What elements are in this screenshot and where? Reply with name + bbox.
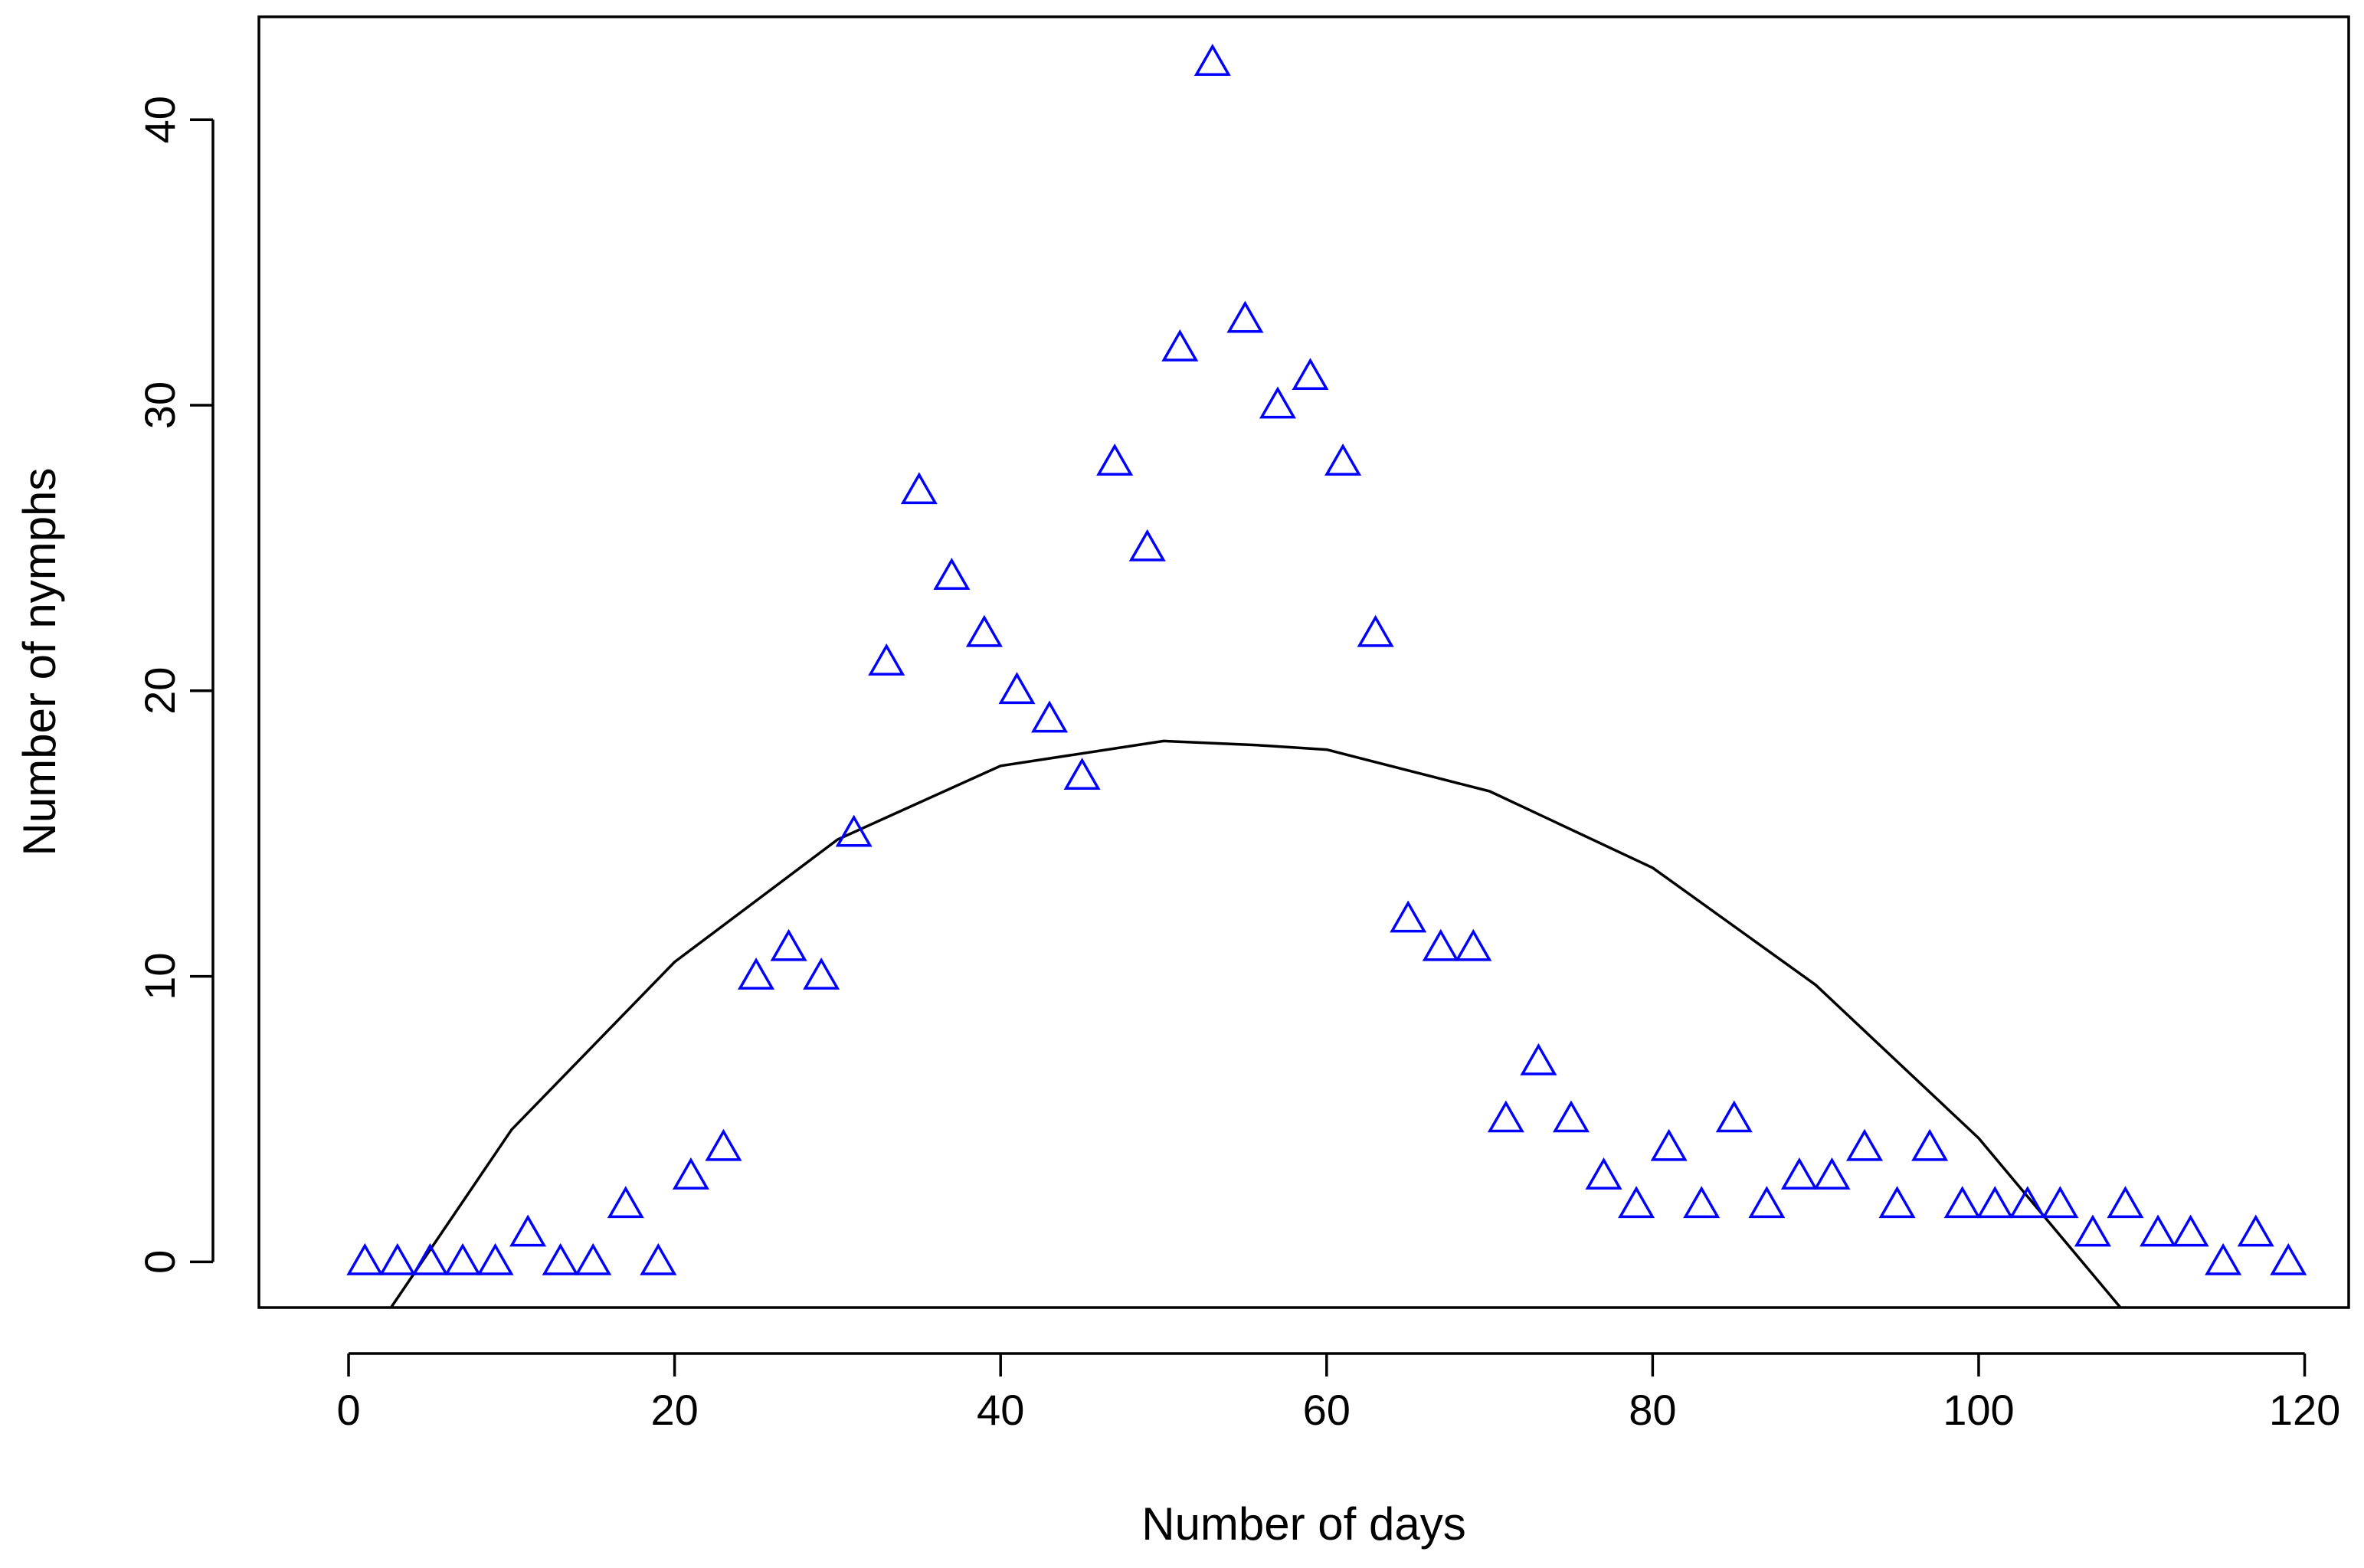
data-point	[1357, 614, 1394, 647]
data-point	[2107, 1186, 2144, 1219]
data-point	[1193, 44, 1231, 76]
data-points-layer	[346, 44, 2307, 1275]
data-point	[444, 1242, 482, 1275]
data-point	[1096, 444, 1134, 476]
data-point	[1455, 928, 1492, 961]
data-point	[868, 643, 905, 676]
x-tick-label: 120	[2269, 1386, 2340, 1434]
data-point	[640, 1242, 677, 1275]
data-point	[542, 1242, 579, 1275]
data-point	[1943, 1186, 1981, 1219]
data-point	[378, 1242, 416, 1275]
data-point	[672, 1157, 709, 1190]
data-point	[933, 558, 971, 591]
data-point	[1845, 1128, 1884, 1161]
data-point	[2041, 1186, 2079, 1219]
x-tick-label: 20	[650, 1386, 698, 1434]
y-axis: 0 10 20 30 40	[136, 96, 214, 1274]
data-point	[1063, 758, 1101, 790]
data-point	[2270, 1242, 2307, 1275]
data-point	[1585, 1157, 1622, 1190]
data-point	[1650, 1128, 1688, 1161]
data-point	[1226, 300, 1264, 333]
plot-frame	[257, 15, 2350, 1309]
data-point	[900, 472, 938, 505]
data-point	[1976, 1186, 2014, 1219]
x-tick-label: 60	[1303, 1386, 1351, 1434]
data-point	[737, 957, 775, 990]
data-point	[575, 1242, 612, 1275]
data-point	[965, 614, 1003, 647]
data-point	[1487, 1100, 1524, 1133]
data-point	[509, 1214, 547, 1247]
data-point	[1259, 386, 1296, 419]
data-point	[1878, 1186, 1916, 1219]
y-tick-label: 10	[136, 952, 184, 1000]
data-point	[1390, 900, 1427, 933]
x-axis-label: Number of days	[1141, 1498, 1466, 1550]
data-point	[2140, 1214, 2177, 1247]
x-tick-label: 80	[1629, 1386, 1676, 1434]
data-point	[770, 928, 807, 961]
data-point	[1813, 1157, 1851, 1190]
data-point	[1422, 928, 1459, 961]
data-point	[1292, 358, 1329, 391]
y-tick-label: 0	[136, 1250, 184, 1274]
data-point	[1161, 329, 1199, 362]
data-point	[1520, 1043, 1557, 1075]
fit-curve-layer	[389, 739, 2122, 1308]
data-point	[346, 1242, 384, 1275]
data-point	[1618, 1186, 1655, 1219]
fitted-curve	[389, 739, 2122, 1308]
data-point	[1715, 1100, 1753, 1133]
data-point	[2074, 1214, 2111, 1247]
data-point	[835, 814, 873, 847]
data-point	[476, 1242, 514, 1275]
y-tick-label: 30	[136, 381, 184, 429]
data-point	[998, 672, 1036, 705]
data-point	[2009, 1186, 2046, 1219]
x-axis: 0 20 40 60 80 100 120	[336, 1352, 2340, 1434]
data-point	[1552, 1100, 1590, 1133]
data-point	[411, 1242, 449, 1275]
x-tick-label: 40	[977, 1386, 1024, 1434]
data-point	[705, 1128, 742, 1161]
y-tick-label: 40	[136, 96, 184, 143]
data-point	[1683, 1186, 1721, 1219]
data-point	[1324, 444, 1362, 476]
y-tick-label: 20	[136, 667, 184, 715]
data-point	[1128, 529, 1166, 561]
data-point	[607, 1186, 644, 1219]
data-point	[1748, 1186, 1786, 1219]
data-point	[1031, 700, 1069, 733]
x-tick-label: 0	[336, 1386, 360, 1434]
data-point	[2172, 1214, 2209, 1247]
data-point	[2205, 1242, 2242, 1275]
y-axis-label: Number of nymphs	[14, 468, 65, 856]
data-point	[803, 957, 840, 990]
data-point	[1780, 1157, 1818, 1190]
data-point	[2237, 1214, 2274, 1247]
x-tick-label: 100	[1943, 1386, 2014, 1434]
data-point	[1911, 1128, 1949, 1161]
